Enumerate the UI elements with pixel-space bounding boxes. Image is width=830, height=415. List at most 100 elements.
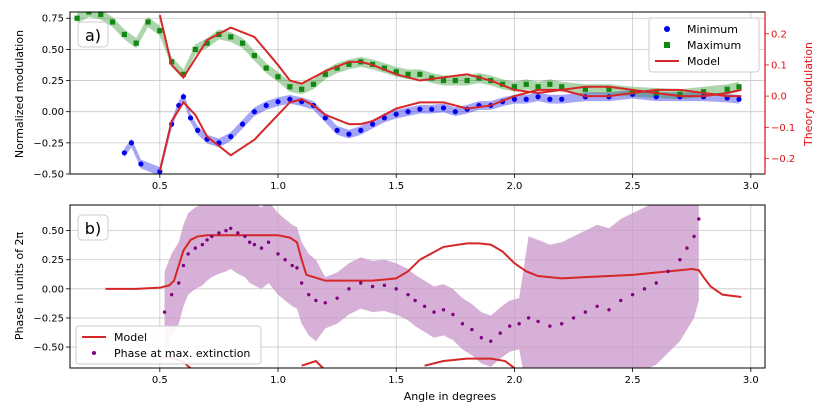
x-tick-label: 1.0: [270, 375, 286, 386]
uncertainty-band: [77, 12, 739, 100]
phase-point: [470, 327, 474, 332]
maximum-point: [736, 84, 742, 90]
maximum-point: [180, 71, 187, 77]
phase-point: [229, 226, 233, 230]
phase-point: [697, 217, 701, 221]
maximum-point: [677, 91, 683, 97]
maximum-point: [121, 31, 127, 38]
maximum-point: [192, 46, 198, 52]
plot-area: [105, 205, 742, 368]
minimum-point: [138, 161, 144, 167]
minimum-point: [157, 168, 163, 174]
phase-point: [252, 242, 257, 247]
phase-point: [422, 304, 427, 308]
maximum-point: [523, 81, 529, 87]
x-tick-label: 3.0: [743, 375, 759, 386]
minimum-point: [180, 94, 187, 100]
maximum-point: [452, 77, 458, 84]
minimum-point: [535, 94, 541, 100]
y-tick-label: 0.00: [42, 107, 64, 118]
minimum-point: [195, 127, 201, 133]
phase-point: [678, 258, 682, 262]
phase-point: [370, 284, 375, 289]
legend-entry-label: Model: [687, 55, 720, 68]
axes-frame: [69, 204, 766, 369]
phase-point: [236, 231, 240, 235]
minimum-point: [251, 109, 257, 115]
panel-b-x-axis-label: Angle in degrees: [404, 390, 497, 403]
maximum-point: [393, 69, 399, 75]
minimum-point: [736, 96, 742, 102]
panel-label-box: [77, 214, 109, 241]
maximum-point: [204, 40, 210, 46]
phase-point: [177, 281, 181, 285]
y-tick-label: −0.50: [33, 343, 64, 354]
minimum-point: [128, 140, 135, 146]
phase-point: [489, 339, 493, 343]
legend-entry-label: Phase at max. extinction: [114, 347, 250, 360]
phase-point: [210, 234, 214, 239]
panel-a-y2-axis-label: Theory modulation: [802, 42, 815, 147]
y2-tick-label: 0.2: [771, 29, 787, 40]
y2-tick-label: −0.2: [771, 154, 795, 165]
phase-point: [259, 246, 264, 250]
y-tick-label: 0.25: [42, 76, 64, 87]
phase-uncertainty-band: [164, 205, 699, 368]
model-line: [105, 234, 742, 298]
phase-point: [413, 298, 417, 303]
minimum-point: [275, 99, 281, 105]
phase-point: [382, 283, 387, 288]
maximum-point: [405, 71, 411, 77]
y-tick-label: 0.50: [42, 45, 64, 56]
maximum-point: [145, 19, 151, 25]
phase-point: [642, 287, 647, 291]
y-tick-label: 0.25: [42, 255, 64, 266]
maximum-point: [251, 53, 257, 59]
minimum-point: [523, 96, 529, 102]
phase-point: [460, 322, 465, 326]
maximum-point: [700, 89, 707, 95]
phase-point: [193, 246, 197, 250]
phase-point: [595, 304, 599, 308]
minimum-point: [228, 134, 234, 140]
x-tick-label: 0.5: [152, 375, 168, 386]
legend-entry-label: Maximum: [687, 39, 741, 52]
maximum-point: [310, 81, 317, 87]
phase-point: [536, 319, 540, 324]
maximum-point: [263, 65, 269, 71]
phase-point: [247, 240, 252, 244]
maximum-point: [511, 84, 518, 90]
phase-point: [441, 308, 446, 312]
minimum-point: [358, 127, 364, 133]
phase-point: [276, 252, 280, 256]
y-tick-label: −0.50: [33, 170, 64, 181]
y2-tick-label: 0.0: [771, 92, 787, 103]
x-tick-label: 2.0: [506, 375, 522, 386]
maximum-point: [157, 28, 163, 34]
phase-point: [685, 246, 689, 250]
maximum-point: [322, 71, 328, 77]
maximum-point: [86, 12, 92, 15]
phase-point: [217, 231, 221, 235]
maximum-point: [535, 84, 541, 90]
minimum-point: [452, 109, 458, 115]
x-tick-label: 1.0: [270, 181, 286, 192]
minimum-point: [559, 96, 565, 102]
minimum-point: [511, 96, 518, 102]
x-tick-label: 1.5: [388, 375, 404, 386]
minimum-point: [263, 102, 269, 109]
phase-point: [479, 336, 484, 340]
maximum-point: [299, 86, 305, 92]
phase-point: [200, 242, 205, 247]
phase-point: [548, 324, 552, 328]
phase-point: [314, 298, 318, 303]
phase-point: [359, 281, 363, 285]
phase-point: [583, 310, 588, 314]
minimum-point: [287, 96, 293, 102]
model-line: [158, 14, 742, 98]
phase-point: [654, 281, 658, 285]
maximum-point: [239, 40, 246, 46]
maximum-point: [724, 86, 730, 92]
panel-a: 0.5 1.0 1.5 2.0 2.5 3.0 −0.50 −0.25 0.00 0.25 0.50…: [33, 11, 795, 192]
phase-point: [451, 312, 455, 317]
